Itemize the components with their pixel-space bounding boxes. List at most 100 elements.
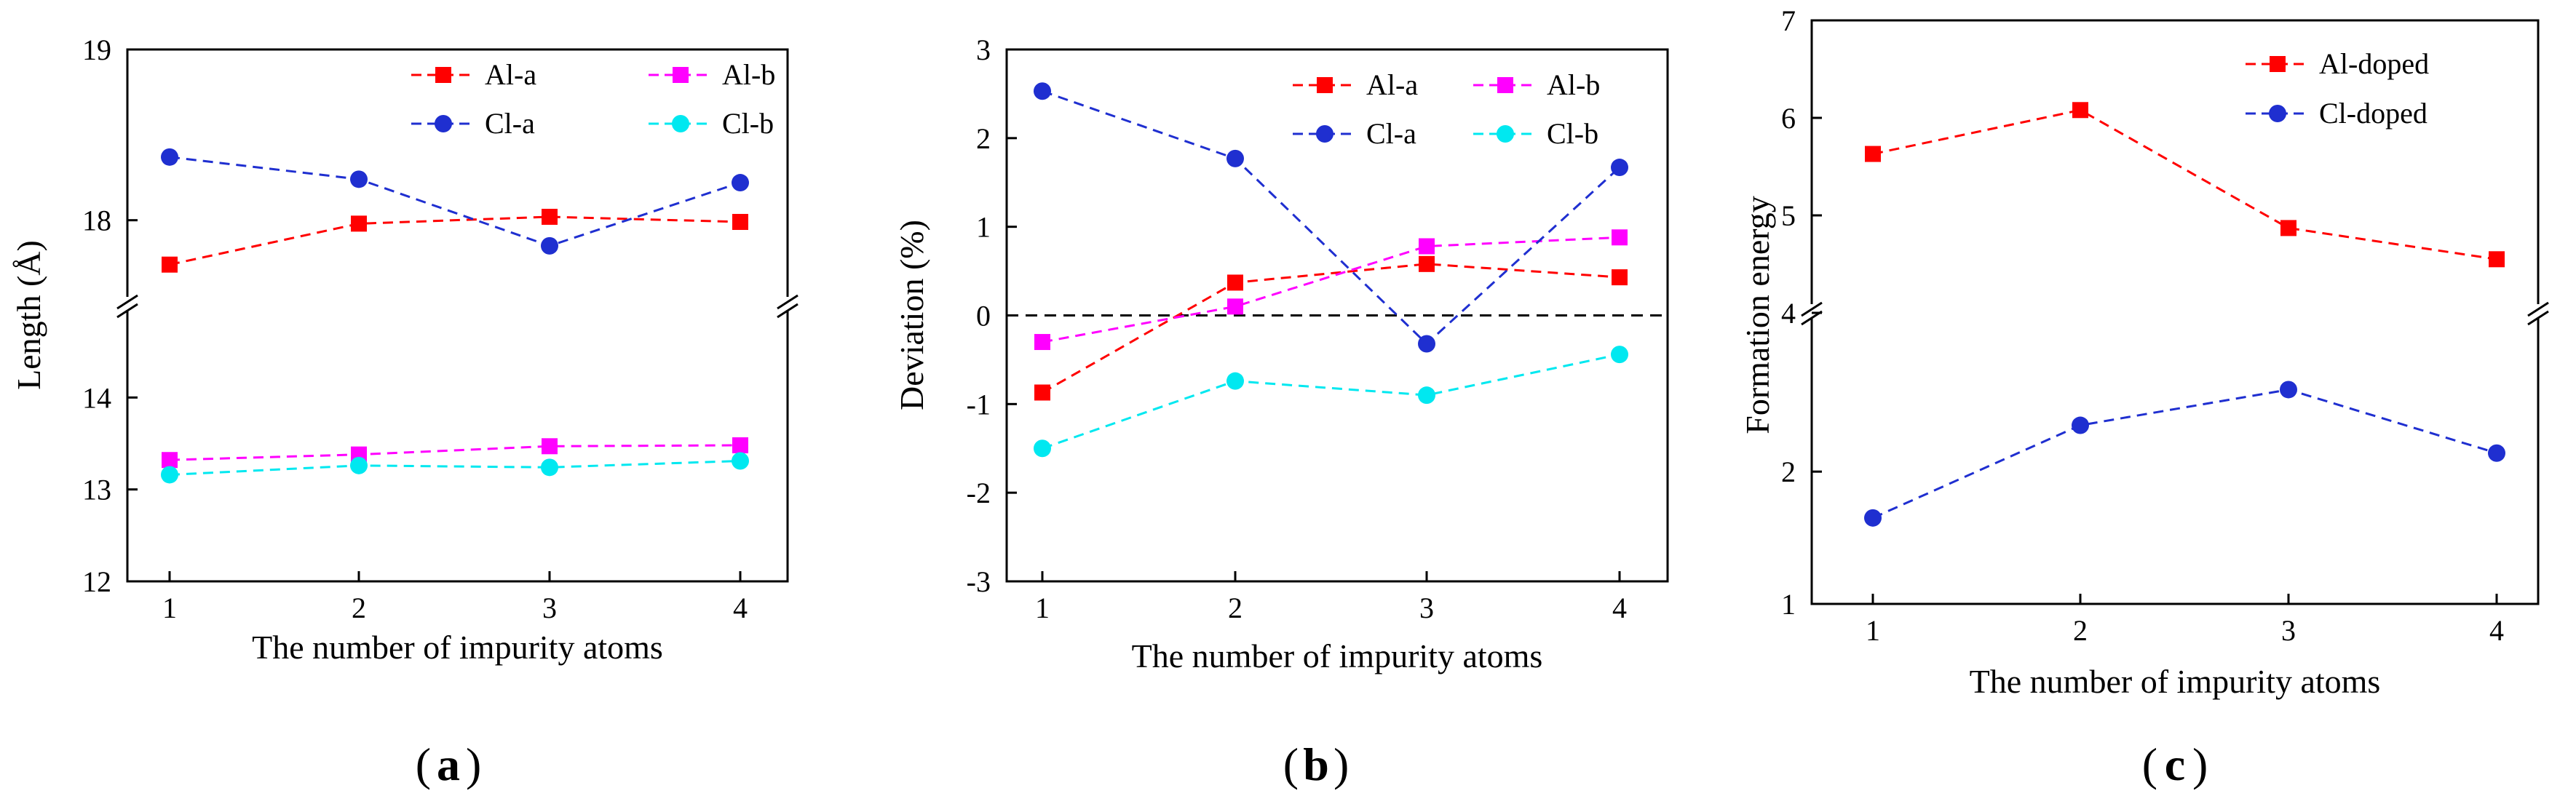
panel-c-plot-frame [1810, 19, 2540, 605]
panel-a-series-line-al-b [169, 444, 741, 461]
panel-b-y-tick-label: -3 [967, 565, 991, 598]
panel-a-series-line-al-a [169, 215, 741, 266]
panel-a-point-al-a-1 [162, 256, 178, 273]
panel-a-x-axis-title: The number of impurity atoms [252, 629, 663, 666]
panel-c-panel-label-open: ( [2142, 739, 2157, 790]
panel-b-point-al-a-3 [1419, 255, 1435, 272]
panel-b-point-al-b-1 [1034, 334, 1050, 351]
panel-b-x-tick-label: 1 [1035, 592, 1050, 624]
panel-b-series-line-cl-a [1042, 89, 1621, 346]
panel-a-legend-label-cl-a: Cl-a [485, 107, 535, 140]
panel-c-y-tick-label: 4 [1781, 297, 1796, 330]
panel-b-point-al-b-2 [1227, 298, 1243, 315]
panel-b-x-tick-label: 3 [1419, 592, 1434, 624]
panel-b-legend-marker-al-b [1497, 77, 1513, 93]
panel-b-point-cl-b-3 [1418, 386, 1435, 405]
panel-a-axis-break-right-line-2 [777, 303, 798, 319]
panel-a-point-cl-a-2 [350, 170, 368, 188]
panel-a-point-al-b-4 [732, 437, 748, 454]
panel-c-axis-break-right-line-2 [2527, 310, 2549, 326]
panel-a-y-tick-label: 13 [82, 474, 111, 506]
panel-c-y-tick-label: 7 [1781, 4, 1796, 37]
panel-b-legend-marker-cl-a [1316, 125, 1333, 143]
panel-a-point-al-a-2 [351, 215, 367, 232]
panel-a-point-al-b-1 [162, 452, 178, 469]
panel-b-point-al-a-4 [1612, 269, 1628, 286]
panel-c-x-tick-label: 3 [2281, 614, 2296, 647]
panel-a-point-cl-a-4 [732, 174, 749, 192]
panel-b-point-al-a-2 [1227, 274, 1243, 291]
panel-a-legend-marker-cl-b [672, 115, 689, 132]
panel-b-legend-label-cl-a: Cl-a [1366, 117, 1416, 150]
panel-c-panel-label-close: ) [2192, 739, 2208, 790]
panel-a-x-tick-label: 2 [352, 592, 366, 624]
panel-a-panel-label-open: ( [416, 739, 431, 790]
panel-c-point-al-doped-2 [2072, 102, 2088, 119]
panel-a-y-tick-label: 14 [82, 381, 111, 414]
panel-c-legend-marker-cl-doped [2269, 105, 2286, 122]
panel-a-series-line-cl-a [169, 156, 741, 247]
panel-c-x-tick-label: 4 [2489, 614, 2504, 647]
panel-c-y-axis-title: Formation energy [1739, 196, 1776, 434]
panel-b-x-axis-title: The number of impurity atoms [1132, 637, 1543, 674]
panel-b-point-cl-b-4 [1611, 346, 1628, 364]
panel-b-panel-label-open: ( [1283, 739, 1299, 790]
panel-b-y-tick-label: 2 [976, 122, 991, 155]
panel-b-point-cl-b-1 [1034, 439, 1051, 458]
panel-a-legend-marker-al-a [435, 67, 451, 83]
panel-a-axis-break-left-line-2 [116, 303, 138, 319]
panel-c-x-axis-title: The number of impurity atoms [1970, 663, 2381, 700]
panel-b-point-cl-a-1 [1034, 82, 1051, 100]
panel-a-plot-frame [126, 48, 789, 583]
panel-b-x-tick-label: 4 [1612, 592, 1627, 624]
panel-c-legend-marker-al-doped [2270, 56, 2286, 72]
panel-a-series-line-cl-b [169, 460, 741, 476]
panel-c-legend-label-cl-doped: Cl-doped [2319, 97, 2428, 130]
panel-c-point-cl-doped-3 [2280, 381, 2297, 399]
panel-a-panel-label-letter: a [437, 739, 460, 790]
panel-a-legend-label-al-b: Al-b [722, 58, 775, 91]
panel-b-legend-marker-al-a [1317, 77, 1333, 93]
panel-a-point-al-a-4 [732, 214, 748, 231]
panel-b-y-tick-label: 3 [976, 33, 991, 66]
panel-a-legend-label-al-a: Al-a [485, 58, 536, 91]
panel-c-axis-break-right-line-1 [2527, 301, 2549, 317]
panel-c-point-cl-doped-1 [1864, 509, 1882, 527]
panel-b-panel-label-letter: b [1303, 739, 1329, 790]
panel-b-x-tick-label: 2 [1228, 592, 1243, 624]
panel-a-point-cl-b-1 [161, 466, 178, 484]
panel-a-y-tick-label: 19 [82, 33, 111, 66]
panel-b-point-cl-a-2 [1226, 149, 1244, 167]
panel-b-point-al-a-1 [1034, 384, 1050, 401]
panel-c-y-tick-label: 5 [1781, 199, 1796, 232]
panel-b-y-tick-label: -1 [967, 388, 991, 421]
panel-b-point-cl-a-4 [1611, 159, 1628, 177]
panel-a-legend-marker-cl-a [435, 115, 452, 132]
panel-c-point-al-doped-3 [2280, 220, 2296, 236]
panel-c-x-tick-label: 2 [2073, 614, 2088, 647]
panel-b-y-tick-label: 0 [976, 300, 991, 333]
panel-b-y-axis-title: Deviation (%) [893, 220, 930, 410]
panel-b-legend-label-cl-b: Cl-b [1547, 117, 1598, 150]
panel-b-point-al-b-4 [1612, 229, 1628, 246]
panel-c-point-cl-doped-2 [2072, 416, 2089, 434]
panel-a-axis-break-left-line-1 [116, 294, 138, 310]
panel-a-point-cl-b-4 [732, 452, 749, 470]
panel-c-series-line-al-doped [1872, 108, 2497, 260]
panel-a-legend-marker-al-b [673, 67, 689, 83]
panel-c-panel-label-letter: c [2165, 739, 2185, 790]
panel-a-x-tick-label: 3 [542, 592, 557, 624]
panel-b-series-line-al-a [1042, 263, 1620, 394]
panel-c-point-cl-doped-4 [2488, 444, 2505, 462]
panel-c-series-line-cl-doped [1872, 388, 2497, 520]
panel-a-axis-break-left [116, 294, 138, 319]
panel-a-y-tick-label: 18 [82, 204, 111, 237]
panel-a-point-cl-a-3 [541, 236, 558, 255]
panel-a-point-al-b-3 [542, 438, 558, 455]
panel-a-x-tick-label: 1 [162, 592, 177, 624]
panel-c-point-al-doped-1 [1865, 146, 1881, 162]
panel-a-y-tick-label: 12 [82, 565, 111, 598]
panel-b-series-line-cl-b [1042, 353, 1620, 450]
panel-a-point-cl-b-3 [541, 458, 558, 477]
panel-b-series-line-al-b [1042, 236, 1620, 343]
